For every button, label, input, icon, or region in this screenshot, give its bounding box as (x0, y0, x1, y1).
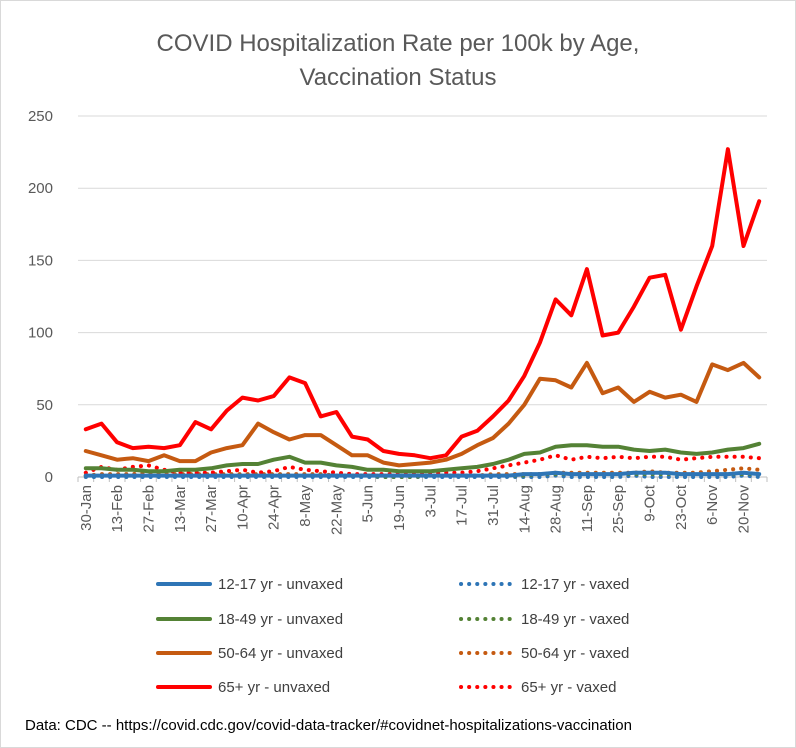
x-tick-label: 9-Oct (642, 484, 659, 522)
x-tick-label: 20-Nov (736, 485, 753, 534)
x-tick-label: 23-Oct (673, 484, 690, 530)
x-tick-label: 13-Mar (172, 485, 189, 533)
legend-label: 65+ yr - vaxed (521, 679, 616, 696)
series-line (83, 441, 762, 474)
legend-label: 12-17 yr - unvaxed (218, 576, 343, 593)
chart-title-line: COVID Hospitalization Rate per 100k by A… (157, 30, 640, 57)
x-tick-label: 30-Jan (78, 485, 95, 531)
y-tick-label: 250 (28, 108, 53, 125)
x-tick-label: 5-Jun (360, 485, 377, 523)
y-tick-label: 150 (28, 252, 53, 269)
x-tick-label: 8-May (297, 485, 314, 527)
x-tick-label: 6-Nov (704, 485, 721, 526)
x-tick-label: 3-Jul (422, 485, 439, 518)
x-tick-label: 25-Sep (610, 485, 627, 533)
x-tick-label: 14-Aug (516, 485, 533, 533)
x-tick-label: 11-Sep (579, 485, 596, 532)
legend-label: 18-49 yr - unvaxed (218, 611, 343, 628)
legend-label: 65+ yr - unvaxed (218, 679, 330, 696)
x-tick-label: 27-Mar (203, 485, 220, 533)
y-tick-label: 200 (28, 180, 53, 197)
y-tick-label: 0 (45, 469, 53, 486)
x-tick-label: 22-May (328, 485, 345, 536)
series-line (83, 147, 762, 461)
series-line (83, 470, 762, 478)
x-tick-label: 10-Apr (234, 485, 251, 530)
legend-label: 50-64 yr - vaxed (521, 645, 629, 662)
series-line (83, 360, 762, 468)
legend-label: 12-17 yr - vaxed (521, 576, 629, 593)
source-note: Data: CDC -- https://covid.cdc.gov/covid… (25, 717, 632, 734)
x-tick-label: 31-Jul (485, 485, 502, 526)
legend-label: 50-64 yr - unvaxed (218, 645, 343, 662)
x-tick-label: 19-Jun (391, 485, 408, 531)
x-tick-label: 17-Jul (454, 485, 471, 526)
x-tick-label: 24-Apr (266, 485, 283, 530)
y-tick-label: 100 (28, 325, 53, 342)
x-tick-label: 28-Aug (548, 485, 565, 533)
legend-label: 18-49 yr - vaxed (521, 611, 629, 628)
chart-title-line: Vaccination Status (299, 64, 496, 91)
x-tick-label: 27-Feb (140, 485, 157, 533)
x-tick-label: 13-Feb (109, 485, 126, 533)
y-tick-label: 50 (36, 397, 53, 414)
